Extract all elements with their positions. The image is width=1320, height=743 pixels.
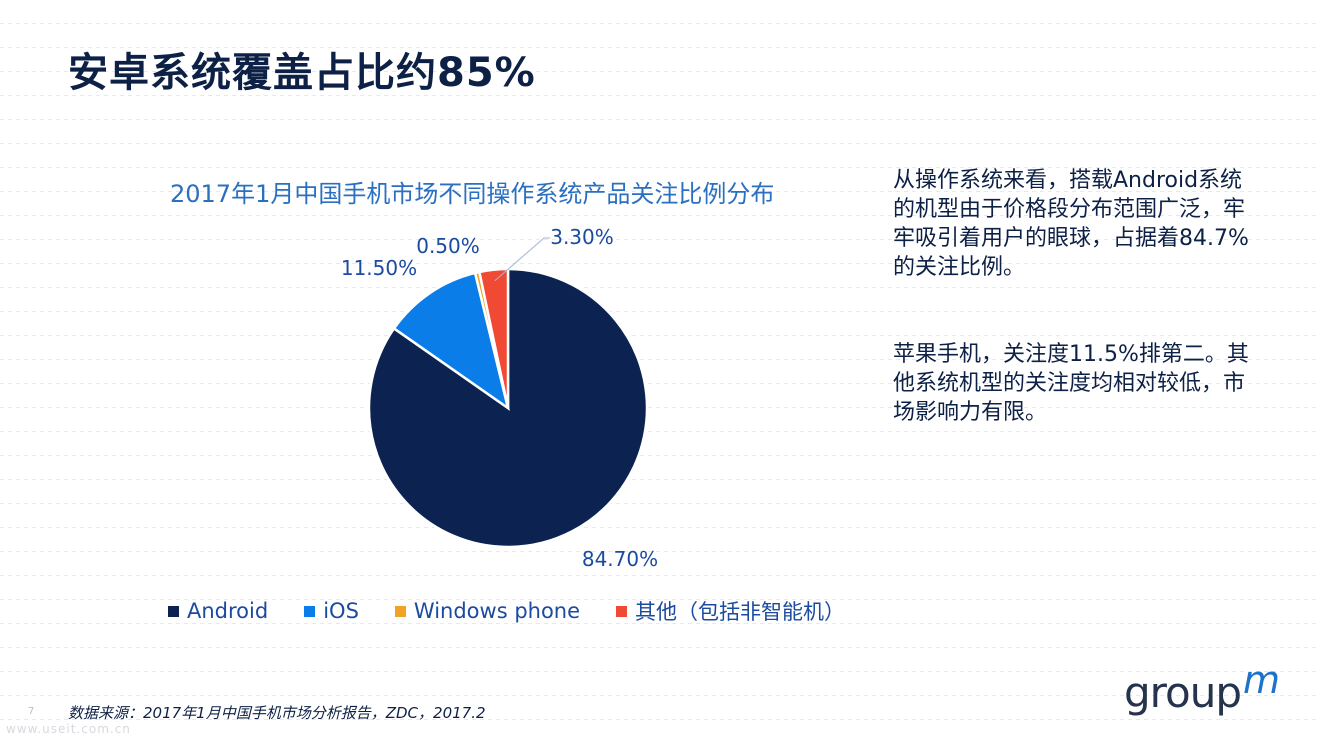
data-label-windows-phone: 0.50% [416, 234, 480, 258]
legend-item-windows-phone: Windows phone [394, 599, 581, 623]
groupm-logo: groupm [1124, 658, 1280, 717]
legend-label-android: Android [187, 599, 269, 623]
logo-accent: m [1242, 658, 1280, 702]
legend-swatch-android [168, 605, 179, 617]
source-note: 数据来源：2017年1月中国手机市场分析报告，ZDC，2017.2 [68, 704, 486, 722]
data-label-other: 3.30% [550, 225, 614, 249]
pie-chart: 84.70% 11.50%0.50% 3.30% [341, 225, 658, 571]
legend-label-other: 其他（包括非智能机） [635, 600, 846, 624]
chart-legend: Android iOS Windows phone 其他（包括非智能机） [168, 596, 881, 626]
watermark: www.useit.com.cn [6, 722, 131, 736]
data-label-ios: 11.50% [341, 256, 417, 280]
commentary-paragraph-android: 从操作系统来看，搭载Android系统的机型由于价格段分布范围广泛，牢牢吸引着用… [893, 168, 1249, 280]
slide-title: 安卓系统覆盖占比约85% [68, 50, 536, 96]
legend-swatch-windows-phone [394, 605, 406, 617]
pie-slice-ios [392, 271, 510, 411]
legend-swatch-other [616, 605, 628, 617]
leader-line-other [494, 237, 550, 282]
legend-label-windows-phone: Windows phone [413, 599, 581, 623]
legend-swatch-ios [304, 605, 316, 617]
legend-item-android: Android [168, 599, 268, 623]
page-number: 7 [28, 706, 35, 717]
chart-title: 2017年1月中国手机市场不同操作系统产品关注比例分布 [170, 180, 775, 208]
data-label-android: 84.70% [582, 547, 658, 571]
legend-label-ios: iOS [323, 599, 359, 623]
logo-text: group [1124, 668, 1242, 717]
commentary-paragraph-ios: 苹果手机，关注度11.5%排第二。其他系统机型的关注度均相对较低，市场影响力有限… [893, 342, 1249, 425]
legend-item-ios: iOS [304, 599, 359, 623]
legend-item-other: 其他（包括非智能机） [616, 596, 845, 626]
